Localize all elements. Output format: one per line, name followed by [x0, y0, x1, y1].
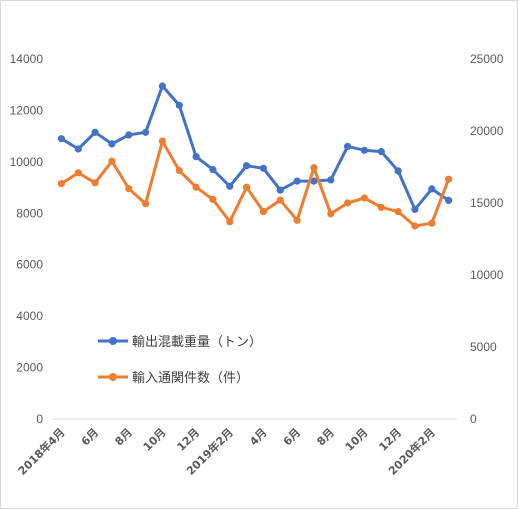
x-tick-label: 8月 [314, 426, 336, 448]
data-point [243, 183, 251, 191]
data-point [327, 210, 335, 218]
right-axis: 0 5000 10000 15000 20000 25000 [470, 52, 504, 426]
data-point [411, 205, 419, 213]
right-tick-label: 20000 [470, 124, 504, 138]
left-tick-label: 12000 [10, 103, 44, 117]
x-tick-label: 10月 [141, 426, 169, 454]
series-line [60, 84, 450, 211]
data-point [377, 203, 385, 211]
data-point [192, 183, 200, 191]
data-point [327, 176, 335, 184]
x-tick-label: 12月 [376, 426, 404, 454]
data-point [310, 164, 318, 172]
x-tick-label: 12月 [174, 426, 202, 454]
data-point [259, 164, 267, 172]
x-tick-label: 10月 [343, 426, 371, 454]
data-point [142, 128, 150, 136]
right-tick-label: 5000 [470, 340, 497, 354]
series-export-weight [57, 82, 453, 213]
data-point [158, 82, 166, 90]
data-point [394, 208, 402, 216]
data-point [344, 142, 352, 150]
left-tick-label: 10000 [10, 155, 44, 169]
data-point [175, 167, 183, 175]
legend-label-import: 輸入通関件数（件） [132, 371, 249, 386]
data-point [192, 153, 200, 161]
data-point [57, 135, 65, 143]
series-layer [57, 82, 453, 230]
data-point [293, 177, 301, 185]
data-point [310, 177, 318, 185]
data-point [445, 175, 453, 183]
right-tick-label: 0 [470, 412, 477, 426]
x-tick-label: 6月 [79, 426, 101, 448]
left-tick-label: 4000 [16, 309, 43, 323]
x-tick-label: 8月 [112, 426, 134, 448]
data-point [158, 137, 166, 145]
data-point [411, 222, 419, 230]
x-tick-label: 2018年4月 [15, 425, 68, 478]
data-point [74, 169, 82, 177]
legend: 輸出混載重量（トン） 輸入通関件数（件） [98, 334, 262, 386]
legend-marker-import [109, 373, 117, 381]
series-import-count [57, 137, 453, 230]
left-tick-label: 8000 [16, 206, 43, 220]
data-point [108, 157, 116, 165]
data-point [445, 196, 453, 204]
data-point [360, 194, 368, 202]
data-point [226, 182, 234, 190]
data-point [175, 101, 183, 109]
data-point [209, 166, 217, 174]
data-point [377, 148, 385, 156]
data-point [91, 179, 99, 187]
legend-item-export: 輸出混載重量（トン） [98, 334, 262, 350]
data-point [428, 219, 436, 227]
data-point [344, 199, 352, 207]
data-point [74, 145, 82, 153]
data-point [360, 146, 368, 154]
data-point [259, 208, 267, 216]
data-point [125, 185, 133, 193]
data-point [276, 186, 284, 194]
right-tick-label: 15000 [470, 196, 504, 210]
left-tick-label: 6000 [16, 258, 43, 272]
series-line [60, 139, 451, 228]
data-point [243, 162, 251, 170]
data-point [293, 216, 301, 224]
data-point [91, 128, 99, 136]
right-tick-label: 25000 [470, 52, 504, 66]
data-point [108, 140, 116, 148]
left-tick-label: 2000 [16, 361, 43, 375]
data-point [209, 195, 217, 203]
legend-label-export: 輸出混載重量（トン） [132, 334, 262, 350]
data-point [276, 196, 284, 204]
data-point [125, 131, 133, 139]
legend-marker-export [109, 337, 117, 345]
x-tick-label: 4月 [247, 426, 269, 448]
data-point [142, 200, 150, 208]
data-point [226, 218, 234, 226]
data-point [57, 180, 65, 188]
left-tick-label: 14000 [10, 52, 44, 66]
data-point [394, 167, 402, 175]
data-point [428, 185, 436, 193]
x-tick-label: 6月 [281, 426, 303, 448]
right-tick-label: 10000 [470, 268, 504, 282]
legend-item-import: 輸入通関件数（件） [98, 371, 249, 386]
left-axis: 0 2000 4000 6000 8000 10000 12000 14000 [10, 52, 44, 426]
left-tick-label: 0 [36, 412, 43, 426]
